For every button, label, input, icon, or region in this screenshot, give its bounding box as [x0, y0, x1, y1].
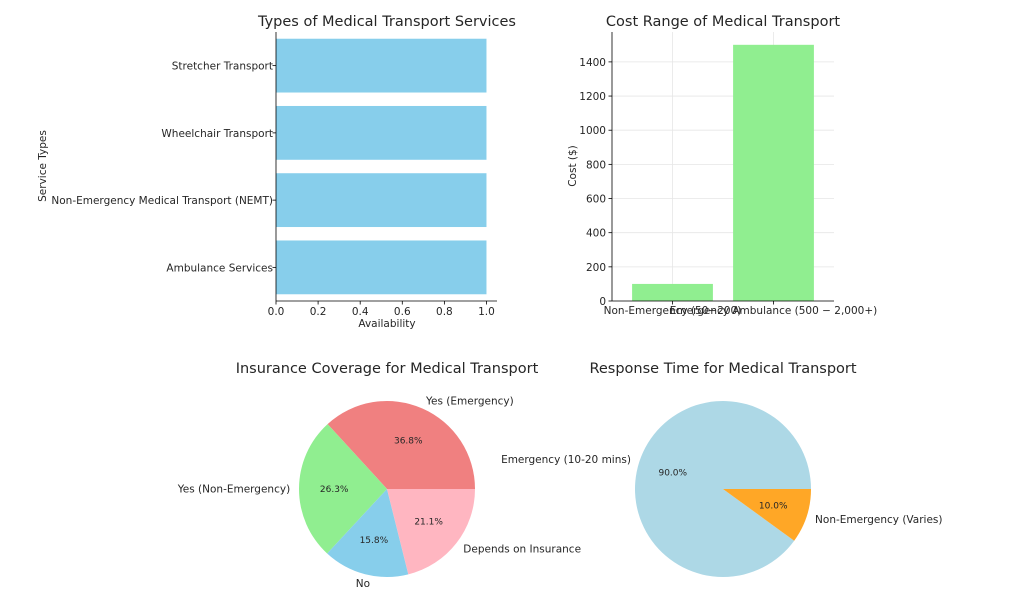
- ytick-label-2: 400: [586, 228, 606, 240]
- xtick-label-0: 0.0: [268, 306, 285, 318]
- slice-label-non-emergency-varies: Non-Emergency (Varies): [815, 514, 942, 526]
- insurance-coverage-chart: Insurance Coverage for Medical Transport…: [177, 361, 581, 590]
- ytick-label-4: 800: [586, 159, 606, 171]
- xtick-label-3: 0.6: [394, 306, 411, 318]
- ytick-label-wheelchair-transport: Wheelchair Transport: [161, 128, 273, 140]
- slice-depends-on-insurance: [387, 489, 475, 575]
- slice-emergency-10-20-mins: [634, 401, 811, 577]
- bar-stretcher-transport: [276, 38, 487, 93]
- slice-yes-emergency: [327, 401, 475, 489]
- xtick-label-non-emergency-50-200: Non-Emergency (50−200): [604, 305, 742, 317]
- ytick-label-3: 600: [586, 194, 606, 206]
- xtick-label-emergency-ambulance-500-2-000: Emergency Ambulance (500 − 2,000+): [670, 305, 877, 317]
- xtick-label-4: 0.8: [436, 306, 453, 318]
- ytick-label-5: 1000: [579, 125, 606, 137]
- ytick-label-stretcher-transport: Stretcher Transport: [172, 61, 273, 73]
- slice-yes-non-emergency: [298, 424, 387, 554]
- insurance-coverage-title: Insurance Coverage for Medical Transport: [236, 361, 539, 377]
- ytick-label-0: 0: [599, 296, 606, 308]
- pct-label-non-emergency-varies: 10.0%: [759, 501, 788, 511]
- pct-label-no: 15.8%: [360, 536, 389, 546]
- pct-label-emergency-10-20-mins: 90.0%: [658, 469, 687, 479]
- pct-label-yes-non-emergency: 26.3%: [320, 485, 349, 495]
- ytick-label-non-emergency-medical-transport-nemt: Non-Emergency Medical Transport (NEMT): [51, 195, 273, 207]
- slice-no: [327, 489, 409, 577]
- ytick-label-7: 1400: [579, 57, 606, 69]
- service-types-xlabel: Availability: [358, 318, 415, 330]
- slice-non-emergency-varies: [723, 489, 811, 541]
- response-time-chart: Response Time for Medical Transport 90.0…: [501, 361, 943, 577]
- service-types-chart: Types of Medical Transport Services 0.0 0…: [37, 14, 516, 330]
- xtick-label-1: 0.2: [310, 306, 327, 318]
- cost-range-ylabel: Cost ($): [567, 145, 579, 187]
- bar-ambulance-services: [276, 240, 487, 295]
- xtick-label-5: 1.0: [478, 306, 495, 318]
- slice-label-emergency-10-20-mins: Emergency (10-20 mins): [501, 454, 631, 466]
- slice-label-no: No: [356, 578, 370, 590]
- service-types-title: Types of Medical Transport Services: [257, 14, 516, 30]
- pct-label-yes-emergency: 36.8%: [394, 437, 423, 447]
- bar-wheelchair-transport: [276, 105, 487, 160]
- cost-range-chart: Cost Range of Medical Transport 0 200 400 6…: [567, 14, 877, 317]
- ytick-label-1: 200: [586, 262, 606, 274]
- slice-label-yes-emergency: Yes (Emergency): [425, 395, 514, 407]
- bar-emergency-ambulance-500-2-000: [733, 44, 814, 302]
- response-time-title: Response Time for Medical Transport: [589, 361, 856, 377]
- service-types-ylabel: Service Types: [37, 130, 49, 202]
- cost-range-title: Cost Range of Medical Transport: [606, 14, 841, 30]
- slice-label-depends-on-insurance: Depends on Insurance: [463, 544, 581, 556]
- pct-label-depends-on-insurance: 21.1%: [414, 517, 443, 527]
- bar-non-emergency-50-200: [632, 283, 713, 301]
- ytick-label-ambulance-services: Ambulance Services: [166, 262, 273, 274]
- slice-label-yes-non-emergency: Yes (Non-Emergency): [177, 484, 290, 496]
- bar-non-emergency-medical-transport-nemt: [276, 173, 487, 228]
- xtick-label-2: 0.4: [352, 306, 369, 318]
- ytick-label-6: 1200: [579, 91, 606, 103]
